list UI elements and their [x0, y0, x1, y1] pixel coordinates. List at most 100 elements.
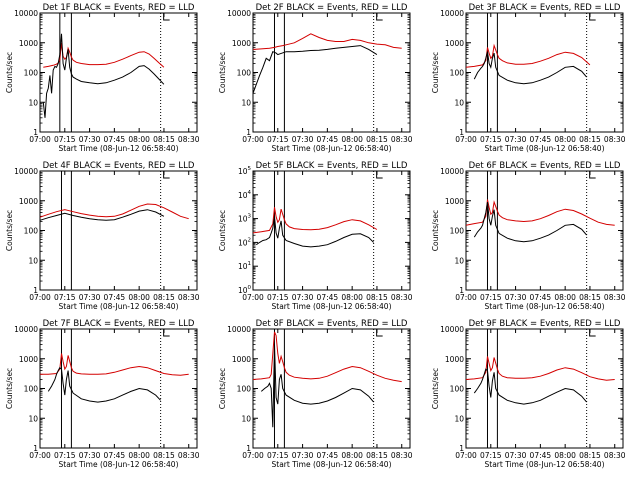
series-lld-line [252, 33, 402, 50]
x-tick-label: 07:45 [317, 135, 339, 144]
interval-bracket [163, 171, 170, 179]
y-tick-label: 1000 [19, 355, 38, 364]
y-tick-label: 10000 [14, 9, 38, 18]
x-axis-label: Start Time (08-Jun-12 06:58:40) [272, 302, 392, 311]
y-tick-label: 101 [238, 261, 251, 271]
y-tick-label: 103 [238, 214, 252, 224]
series-lld-line [40, 353, 189, 376]
x-tick-label: 07:45 [104, 293, 126, 302]
y-axis-label: Counts/sec [218, 52, 227, 93]
x-tick-label: 07:15 [267, 135, 289, 144]
y-tick-exponent: 3 [248, 214, 252, 220]
y-tick-label: 10000 [440, 325, 464, 334]
x-tick-label: 07:00 [242, 451, 264, 460]
series-lld-line [39, 203, 189, 220]
x-tick-label: 07:30 [79, 135, 101, 144]
series-lld-line [465, 356, 615, 381]
series-lld-line [252, 207, 378, 234]
x-tick-label: 07:30 [505, 451, 527, 460]
interval-bracket [163, 13, 170, 21]
y-tick-exponent: 1 [248, 261, 252, 267]
y-axis-label: Counts/sec [431, 368, 440, 409]
x-tick-label: 08:00 [554, 135, 576, 144]
x-axis-label: Start Time (08-Jun-12 06:58:40) [272, 144, 392, 153]
y-tick-label: 1 [33, 286, 38, 295]
y-tick-label: 100 [24, 227, 39, 236]
interval-bracket [163, 329, 170, 337]
x-tick-label: 08:15 [153, 293, 175, 302]
x-tick-label: 07:15 [480, 135, 502, 144]
x-tick-label: 07:00 [29, 135, 51, 144]
y-tick-label: 10000 [227, 9, 251, 18]
x-tick-label: 07:30 [505, 293, 527, 302]
y-tick-label: 10 [241, 414, 251, 423]
y-tick-label: 10 [28, 98, 38, 107]
x-tick-label: 08:00 [341, 451, 363, 460]
x-tick-label: 07:00 [455, 135, 477, 144]
series-lld-line [252, 331, 402, 383]
y-tick-label: 100 [237, 69, 252, 78]
x-tick-label: 07:15 [54, 451, 76, 460]
y-tick-label: 1000 [232, 355, 251, 364]
x-tick-label: 08:15 [153, 135, 175, 144]
y-tick-label: 1000 [445, 39, 464, 48]
x-tick-label: 07:15 [480, 451, 502, 460]
plot-frame [39, 12, 198, 133]
x-tick-label: 07:45 [104, 451, 126, 460]
x-tick-label: 07:00 [242, 293, 264, 302]
panel-title: Det 5F BLACK = Events, RED = LLD [256, 161, 408, 171]
y-axis-label: Counts/sec [431, 52, 440, 93]
panel-det-3: Det 3F BLACK = Events, RED = LLD 07:00 07:… [431, 3, 626, 153]
y-tick-label: 100 [24, 69, 39, 78]
y-axis-label: Counts/sec [5, 52, 14, 93]
x-tick-label: 07:00 [455, 451, 477, 460]
series-events-line [473, 202, 587, 243]
y-tick-label: 10000 [14, 167, 38, 176]
y-axis-label: Counts/sec [218, 368, 227, 409]
y-tick-label: 1000 [19, 197, 38, 206]
x-tick-label: 08:30 [178, 451, 200, 460]
series-lld-line [465, 43, 591, 68]
plot-frame [252, 170, 411, 291]
series-lld-line [43, 42, 165, 68]
y-tick-label: 1 [33, 128, 38, 137]
x-tick-label: 08:00 [341, 293, 363, 302]
panel-title: Det 4F BLACK = Events, RED = LLD [43, 161, 195, 171]
series-lld-line [465, 199, 615, 226]
y-tick-label: 10 [454, 256, 464, 265]
x-tick-label: 08:30 [178, 293, 200, 302]
panel-title: Det 7F BLACK = Events, RED = LLD [43, 319, 195, 329]
x-tick-label: 08:30 [604, 293, 626, 302]
y-tick-label: 1 [246, 444, 251, 453]
x-tick-label: 08:30 [391, 293, 413, 302]
x-tick-label: 07:00 [242, 135, 264, 144]
x-tick-label: 08:15 [366, 293, 388, 302]
series-events-line [42, 33, 165, 118]
y-tick-label: 100 [450, 385, 465, 394]
x-tick-label: 08:00 [128, 451, 150, 460]
y-tick-label: 10000 [14, 325, 38, 334]
x-tick-label: 08:15 [153, 451, 175, 460]
y-tick-label: 1000 [232, 39, 251, 48]
x-tick-label: 07:45 [104, 135, 126, 144]
series-events-line [260, 344, 374, 428]
y-axis-label: Counts/sec [5, 210, 14, 251]
x-axis-label: Start Time (08-Jun-12 06:58:40) [59, 302, 179, 311]
plot-frame [39, 170, 198, 291]
x-tick-label: 08:30 [178, 135, 200, 144]
plot-frame [465, 12, 624, 133]
series-events-line [473, 51, 587, 85]
y-tick-label: 1 [33, 444, 38, 453]
panel-title: Det 3F BLACK = Events, RED = LLD [469, 3, 621, 13]
y-tick-label: 100 [24, 385, 39, 394]
x-tick-label: 07:45 [317, 451, 339, 460]
x-tick-label: 08:30 [391, 451, 413, 460]
x-tick-label: 07:30 [292, 135, 314, 144]
series-events-line [252, 45, 378, 94]
y-axis-label: Counts/sec [431, 210, 440, 251]
interval-bracket [589, 171, 596, 179]
